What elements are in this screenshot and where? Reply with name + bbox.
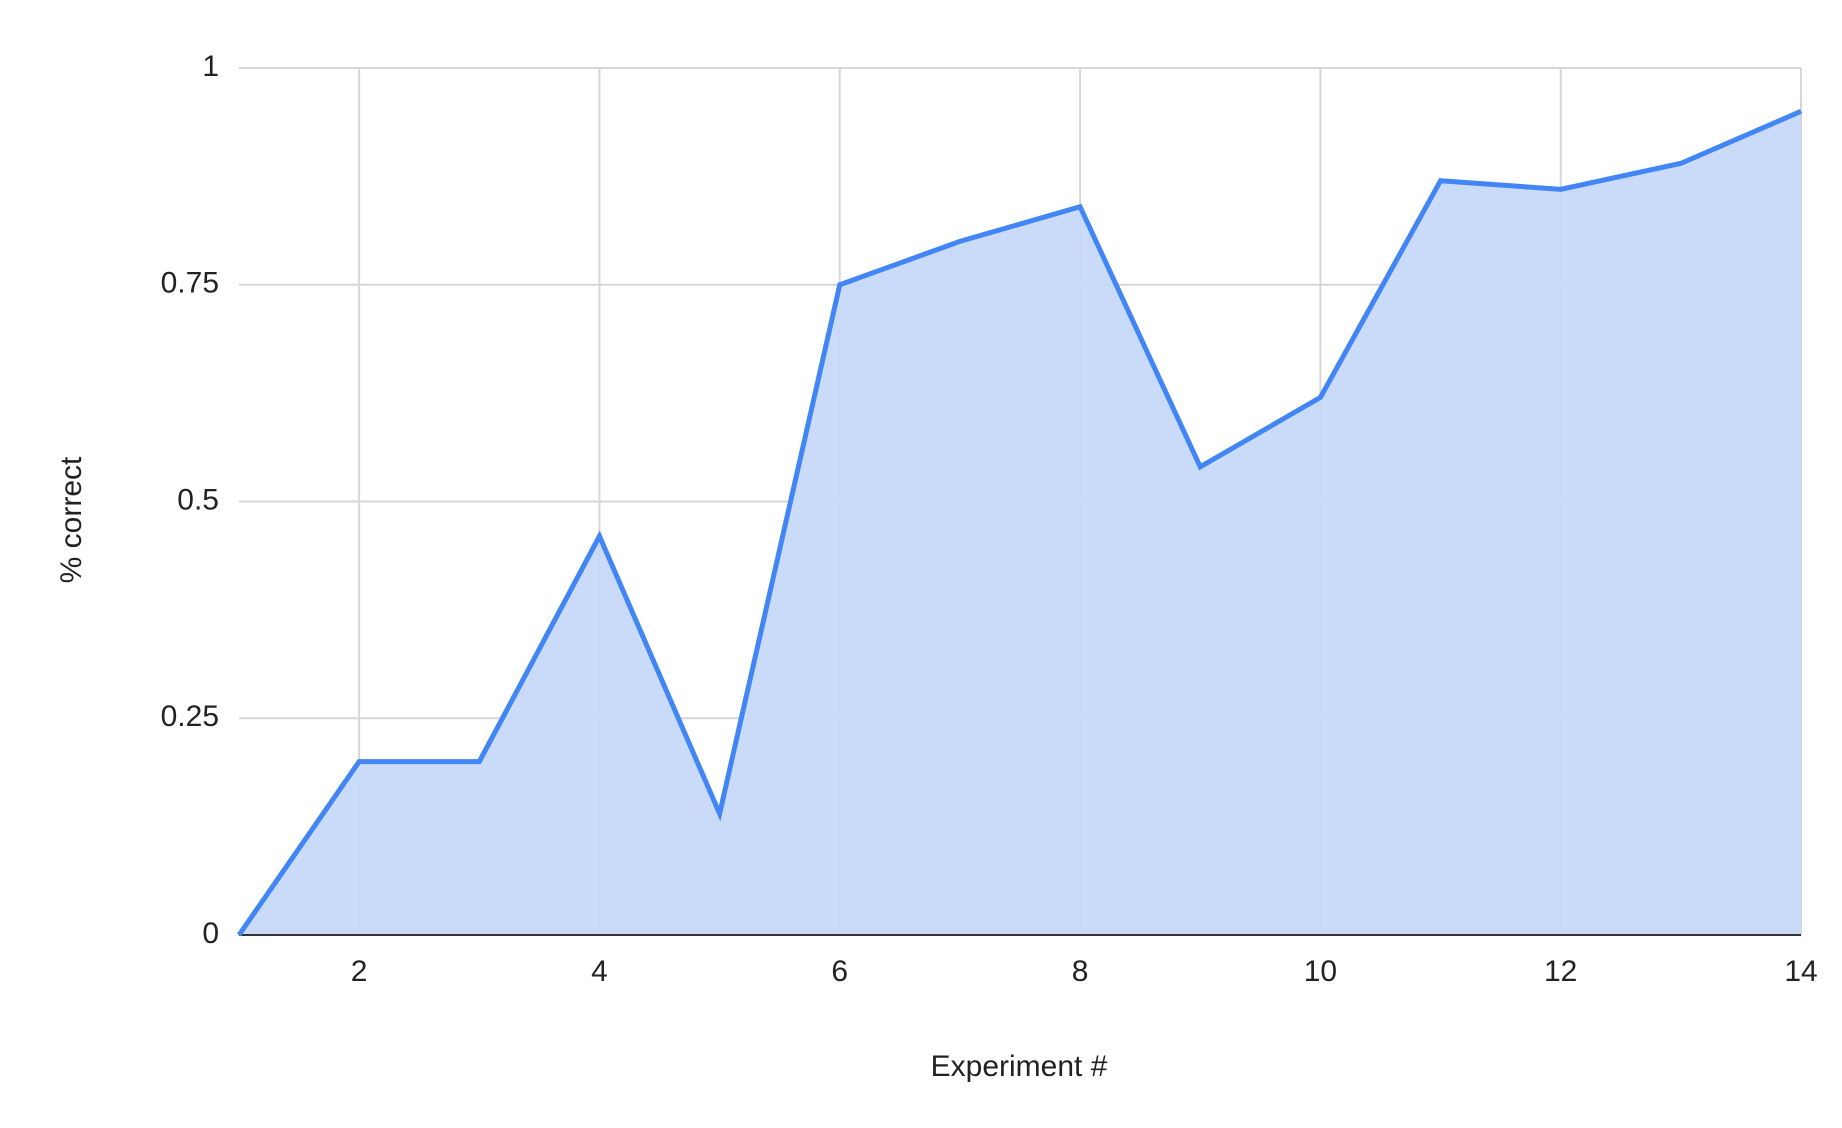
line bbox=[236, 109, 1802, 937]
x-tick-label: 4 bbox=[591, 955, 608, 988]
x-axis-title: Experiment # bbox=[931, 1050, 1108, 1083]
y-axis-title: % correct bbox=[55, 456, 88, 583]
y-tick-label: 0 bbox=[202, 917, 219, 950]
x-tick-label: 6 bbox=[831, 955, 848, 988]
x-tick-label: 14 bbox=[1784, 955, 1817, 988]
x-tick-label: 10 bbox=[1304, 955, 1337, 988]
y-tick-label: 0.5 bbox=[177, 483, 219, 516]
x-tick-label: 12 bbox=[1544, 955, 1577, 988]
y-tick-label: 1 bbox=[202, 50, 219, 83]
y-tick-label: 0.75 bbox=[161, 267, 219, 300]
x-tick-label: 2 bbox=[351, 955, 368, 988]
x-tick-label: 8 bbox=[1072, 955, 1089, 988]
y-tick-label: 0.25 bbox=[161, 700, 219, 733]
area bbox=[239, 111, 1801, 936]
